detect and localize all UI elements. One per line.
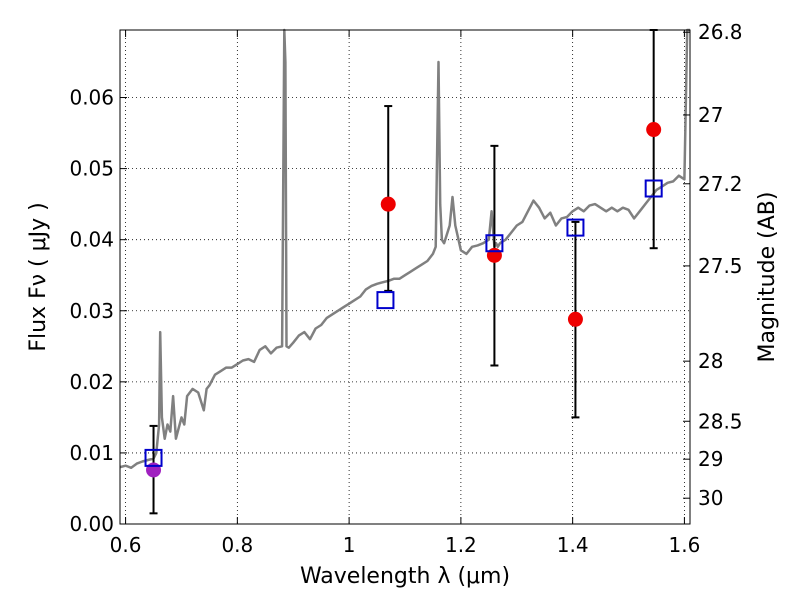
spectrum-line [119, 28, 690, 470]
x-axis-label: Wavelength λ (μm) [300, 564, 510, 589]
x-tick-label: 0.8 [221, 533, 253, 557]
y2-tick-label: 29 [698, 447, 723, 471]
error-bars [149, 29, 658, 515]
data-point-square [485, 234, 504, 253]
y2-tick-label: 28 [698, 349, 723, 373]
y2-tick-label: 27 [698, 103, 723, 127]
x-tick-label: 1 [343, 533, 356, 557]
data-point-circle [146, 462, 162, 478]
y2-tick-label: 27.5 [698, 254, 743, 278]
data-point-square [566, 218, 585, 237]
x-tick-label: 0.6 [110, 533, 142, 557]
x-tick-label: 1.6 [669, 533, 701, 557]
plot-frame [119, 29, 691, 525]
y-tick-label: 0.04 [69, 228, 114, 252]
data-point-square [644, 179, 663, 198]
data-point-circle [486, 247, 502, 263]
y-tick-label: 0.00 [69, 512, 114, 536]
y-tick-label: 0.01 [69, 441, 114, 465]
y2-tick-label: 26.8 [698, 20, 743, 44]
model-spectrum [119, 28, 690, 470]
data-point-circle [567, 311, 583, 327]
data-markers [144, 122, 663, 478]
y-axis-label: Flux Fν ( μJy ) [26, 202, 51, 351]
x-tick-label: 1.4 [557, 533, 589, 557]
y2-tick-label: 27.2 [698, 172, 743, 196]
x-tick-label: 1.2 [445, 533, 477, 557]
y2-axis-label: Magnitude (AB) [755, 192, 780, 363]
y-tick-label: 0.05 [69, 157, 114, 181]
data-point-square [144, 448, 163, 467]
grid [120, 30, 690, 525]
data-point-square [376, 291, 395, 310]
axis-ticks: 0.6 0.8 1 1.2 1.4 1.6 0.00 0.01 0.02 0.03 0.04 0.05… [69, 20, 742, 557]
y-tick-label: 0.02 [69, 370, 114, 394]
data-point-circle [646, 122, 662, 138]
y-tick-label: 0.03 [69, 299, 114, 323]
y2-tick-label: 28.5 [698, 409, 743, 433]
data-point-circle [380, 196, 396, 212]
y-tick-label: 0.06 [69, 86, 114, 110]
y2-tick-label: 30 [698, 486, 723, 510]
